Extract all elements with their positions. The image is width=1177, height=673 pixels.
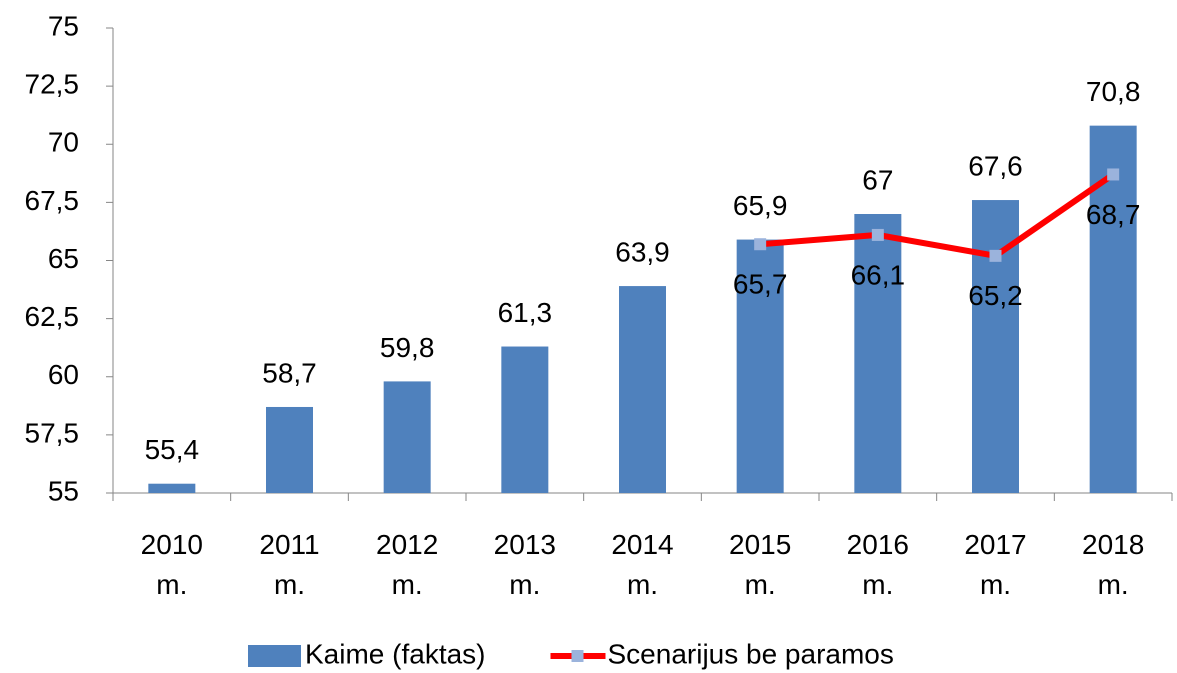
bar: [383, 381, 431, 493]
data-label: 65,7: [733, 269, 788, 300]
line-marker: [754, 238, 767, 251]
y-tick-label: 60: [48, 359, 79, 390]
data-label: 61,3: [498, 297, 553, 328]
data-label: 55,4: [145, 434, 200, 465]
bar: [148, 483, 196, 493]
x-tick-label: 2014 m.: [611, 529, 674, 600]
bar: [1089, 125, 1137, 494]
x-tick-label: 2013 m.: [493, 529, 556, 600]
y-tick-label: 62,5: [25, 301, 80, 332]
y-tick-label: 72,5: [25, 69, 80, 100]
data-label: 70,8: [1086, 76, 1141, 107]
data-label: 67,6: [968, 150, 1023, 181]
data-label: 67: [862, 164, 893, 195]
x-tick-label: 2012 m.: [376, 529, 439, 600]
x-tick-label: 2018 m.: [1082, 529, 1145, 600]
x-tick-label: 2017 m.: [964, 529, 1027, 600]
y-tick-label: 55: [48, 475, 79, 506]
y-tick-label: 67,5: [25, 185, 80, 216]
bar: [619, 286, 666, 493]
y-tick-label: 75: [48, 10, 79, 41]
data-label: 65,2: [968, 280, 1023, 311]
legend-swatch: [248, 645, 301, 667]
line-marker: [871, 228, 884, 241]
bar: [972, 200, 1019, 494]
x-tick-label: 2011 m.: [259, 529, 320, 600]
data-label: 65,9: [733, 190, 788, 221]
x-tick-label: 2015 m.: [729, 529, 792, 600]
data-label: 66,1: [851, 259, 906, 290]
legend-label: Kaime (faktas): [305, 638, 486, 669]
y-tick-label: 65: [48, 243, 79, 274]
bar: [736, 239, 784, 493]
line-marker: [1107, 168, 1120, 181]
bar: [501, 346, 549, 493]
line-marker: [989, 249, 1002, 262]
bar: [266, 406, 313, 493]
legend-marker: [571, 650, 584, 662]
x-tick-label: 2016 m.: [846, 529, 909, 600]
bar: [854, 214, 902, 493]
data-label: 68,7: [1086, 199, 1141, 230]
line: [759, 172, 1115, 259]
y-tick-label: 70: [48, 127, 79, 158]
x-tick-label: 2010 m.: [140, 529, 203, 600]
data-label: 63,9: [615, 236, 670, 267]
data-label: 59,8: [380, 332, 435, 363]
y-tick-label: 57,5: [25, 417, 80, 448]
legend-label: Scenarijus be paramos: [608, 638, 894, 669]
data-label: 58,7: [262, 357, 317, 388]
